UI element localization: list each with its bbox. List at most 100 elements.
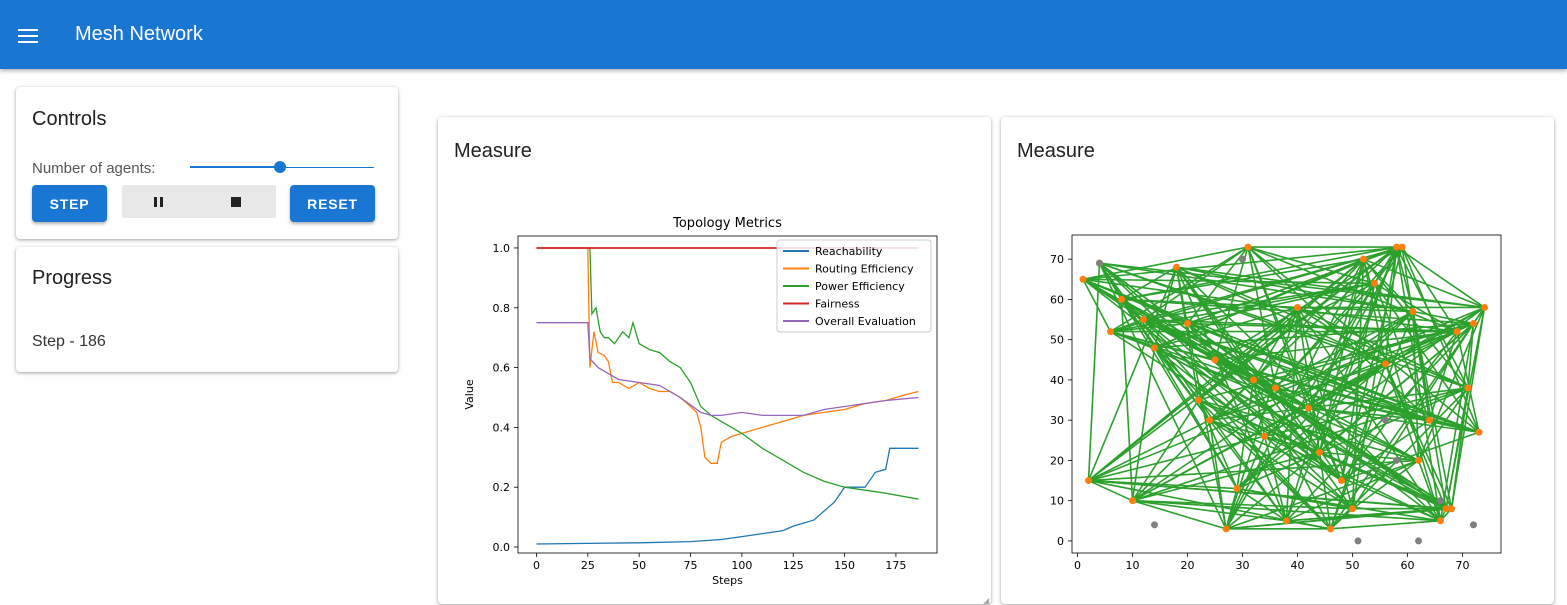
network-node	[1233, 485, 1241, 493]
network-edge	[1236, 363, 1387, 490]
network-edge	[1274, 246, 1403, 389]
network-edge	[1330, 519, 1441, 530]
measure-card-network: Measure 0 10 20 30 40 50 60 70 0 10 20 30 40 50 60 70	[1001, 117, 1554, 604]
app-title: Mesh Network	[75, 23, 203, 45]
reset-button[interactable]: RESET	[290, 185, 375, 222]
network-node	[1338, 477, 1345, 485]
step-button[interactable]: STEP	[32, 185, 107, 222]
network-edge	[1132, 451, 1320, 502]
y-tick-label: 60	[1050, 293, 1064, 306]
plot-frame	[1071, 234, 1502, 554]
network-node	[1393, 243, 1400, 251]
network-node	[1398, 243, 1406, 251]
progress-title: Progress	[32, 267, 113, 289]
network-topology-chart: 0 10 20 30 40 50 60 70 0 10 20 30 40 50 60 70	[1050, 234, 1502, 572]
legend-label: Overall Evaluation	[815, 315, 916, 328]
network-edge	[1428, 331, 1458, 421]
network-edge	[1214, 246, 1249, 361]
pause-icon[interactable]	[140, 191, 178, 213]
network-edge	[1153, 347, 1238, 489]
network-edge	[1208, 420, 1227, 529]
y-tick-label: 0.2	[493, 481, 511, 494]
network-node	[1354, 537, 1362, 545]
network-node	[1453, 328, 1461, 336]
agents-slider[interactable]	[190, 157, 374, 179]
x-tick-label: 125	[783, 559, 804, 572]
network-edge	[1274, 387, 1343, 482]
network-node	[1448, 505, 1455, 513]
network-edge	[1285, 258, 1365, 522]
x-tick-label: 150	[834, 559, 855, 572]
network-node	[1426, 416, 1433, 424]
stop-icon[interactable]	[218, 191, 256, 213]
network-edge	[1214, 282, 1375, 361]
network-node	[1250, 376, 1257, 384]
network-node	[1437, 497, 1444, 505]
network-edge	[1363, 258, 1485, 309]
network-edge	[1362, 258, 1442, 522]
network-edge	[1208, 419, 1288, 522]
controls-card: Controls Number of agents: STEP RESET	[16, 87, 398, 239]
network-node	[1409, 307, 1417, 315]
network-edge	[1187, 322, 1430, 421]
network-edge	[1275, 387, 1309, 409]
network-node	[1222, 525, 1230, 533]
x-tick-label: 50	[1346, 559, 1360, 572]
network-edge	[1132, 499, 1287, 522]
y-tick-label: 30	[1050, 414, 1064, 427]
network-edge	[1263, 436, 1288, 521]
network-edge	[1143, 246, 1249, 321]
network-node	[1079, 275, 1087, 283]
network-edge	[1297, 306, 1386, 365]
x-tick-label: 50	[632, 559, 646, 572]
network-node	[1107, 328, 1114, 336]
network-edge	[1175, 266, 1288, 522]
network-edge	[1319, 451, 1452, 510]
series-line	[536, 247, 919, 500]
x-axis-label: Steps	[712, 574, 743, 587]
network-node	[1475, 428, 1483, 436]
network-edge	[1384, 247, 1398, 364]
network-edge	[1252, 379, 1266, 437]
network-edge	[1395, 246, 1442, 521]
network-edge	[1439, 323, 1475, 521]
network-edge	[1412, 311, 1420, 461]
network-edge	[1275, 330, 1458, 389]
network-node	[1464, 384, 1472, 392]
network-edge	[1175, 266, 1321, 453]
network-edge	[1340, 246, 1403, 481]
network-edge	[1121, 266, 1177, 301]
hamburger-menu-icon[interactable]	[12, 20, 44, 52]
slider-thumb[interactable]	[274, 161, 287, 173]
network-edge	[1384, 363, 1447, 510]
network-edge	[1087, 263, 1101, 481]
network-edge	[1285, 307, 1299, 521]
step-counter: Step - 186	[32, 333, 106, 350]
network-edge	[1153, 347, 1211, 421]
legend-box	[776, 239, 932, 333]
network-edge	[1176, 266, 1386, 365]
resize-handle-icon[interactable]: ◢	[983, 596, 990, 605]
network-edge	[1395, 246, 1469, 389]
x-tick-label: 0	[533, 559, 540, 572]
series-line	[536, 247, 919, 464]
network-edge	[1401, 246, 1431, 421]
agents-label: Number of agents:	[32, 160, 156, 177]
network-edge	[1186, 323, 1216, 361]
network-edge	[1247, 246, 1375, 285]
x-tick-label: 100	[731, 559, 752, 572]
y-tick-label: 0.4	[493, 421, 511, 434]
network-edge	[1401, 246, 1458, 333]
y-tick-label: 40	[1050, 374, 1064, 387]
network-edge	[1384, 363, 1453, 510]
network-node	[1239, 255, 1246, 263]
series-line	[536, 322, 919, 417]
network-edge	[1236, 379, 1255, 489]
y-axis-label: Value	[463, 379, 476, 409]
network-node	[1151, 344, 1158, 352]
network-edge	[1264, 435, 1441, 522]
network-edge	[1187, 282, 1375, 325]
network-edge	[1197, 306, 1299, 401]
network-edge	[1132, 306, 1485, 502]
network-node	[1173, 263, 1180, 271]
